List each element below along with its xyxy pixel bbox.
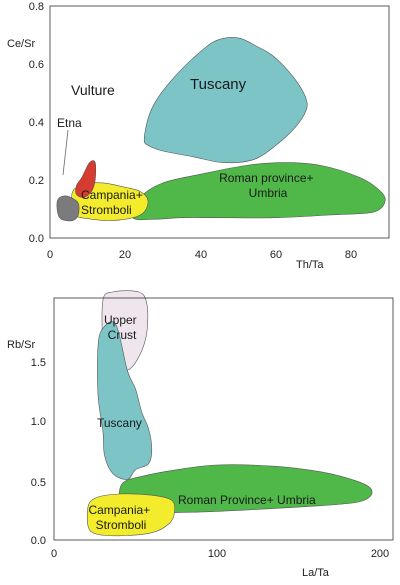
chart-2-x-tick: 200 — [371, 548, 389, 560]
field-label-tuscany: Tuscany — [190, 76, 247, 93]
chart-1-x-tick: 60 — [270, 249, 282, 261]
chart-1-fields — [56, 37, 386, 222]
chart-2-y-axis-label: Rb/Sr — [7, 339, 35, 351]
field-campania-stromboli — [86, 493, 176, 537]
field-label-line: Upper — [104, 313, 137, 327]
field-label-campania-stromboli-2: Campania+ Stromboli — [88, 503, 153, 532]
field-label-line: Roman province+ — [219, 171, 313, 185]
field-label-line: Stromboli — [81, 203, 132, 217]
chart-1-x-tick: 40 — [195, 249, 207, 261]
chart-2-y-tick: 1.0 — [31, 416, 46, 428]
chart-2-frame — [53, 297, 394, 541]
chart-2-x-tick: 100 — [208, 548, 226, 560]
field-roman-province-umbria — [131, 162, 386, 221]
field-etna — [56, 195, 80, 222]
chart-1-x-tick: 80 — [345, 249, 357, 261]
field-label-upper-crust: Upper Crust — [104, 313, 140, 342]
chart-1-y-tick: 0.6 — [29, 59, 44, 71]
field-label-etna: Etna — [57, 116, 82, 130]
field-label-roman-province-umbria: Roman province+ Umbria — [219, 171, 317, 200]
field-label-line: Crust — [108, 328, 137, 342]
chart-1-y-tick: 0.8 — [29, 1, 44, 13]
field-label-line: Campania+ — [88, 503, 150, 517]
chart-1: 0.0 0.2 0.4 0.6 0.8 0 20 40 60 80 Ce/Sr … — [7, 1, 390, 271]
field-tuscany — [143, 37, 308, 164]
chart-1-y-tick: 0.4 — [29, 117, 44, 129]
field-tuscany — [97, 321, 153, 480]
field-label-tuscany-2: Tuscany — [97, 416, 142, 430]
chart-2: 0.0 0.5 1.0 1.5 0 100 200 Rb/Sr La/Ta Up… — [7, 290, 394, 579]
field-vulture — [75, 160, 97, 198]
chart-2-x-tick: 0 — [51, 548, 57, 560]
chart-2-fields — [86, 290, 373, 537]
field-label-campania-stromboli: Campania+ Stromboli — [81, 188, 146, 217]
chart-1-y-tick: 0.0 — [29, 233, 44, 245]
chart-2-y-tick: 0.5 — [31, 477, 46, 489]
chart-1-x-tick: 0 — [47, 249, 53, 261]
chart-2-y-tick: 1.5 — [31, 357, 46, 369]
chart-1-y-axis-label: Ce/Sr — [7, 38, 35, 50]
field-label-line: Umbria — [249, 186, 288, 200]
field-label-line: Campania+ — [81, 188, 143, 202]
field-label-roman-province-umbria-2: Roman Province+ Umbria — [178, 493, 316, 507]
chart-1-x-tick: 20 — [119, 249, 131, 261]
field-label-vulture: Vulture — [71, 82, 115, 98]
chart-1-frame — [49, 5, 390, 239]
etna-leader-line — [62, 129, 69, 176]
chart-1-x-axis-label: Th/Ta — [296, 259, 324, 271]
field-roman-province-umbria — [118, 464, 373, 513]
field-label-line: Stromboli — [96, 518, 147, 532]
chart-2-x-axis-label: La/Ta — [302, 567, 330, 579]
chart-1-y-tick: 0.2 — [29, 175, 44, 187]
chart-2-y-tick: 0.0 — [31, 535, 46, 547]
